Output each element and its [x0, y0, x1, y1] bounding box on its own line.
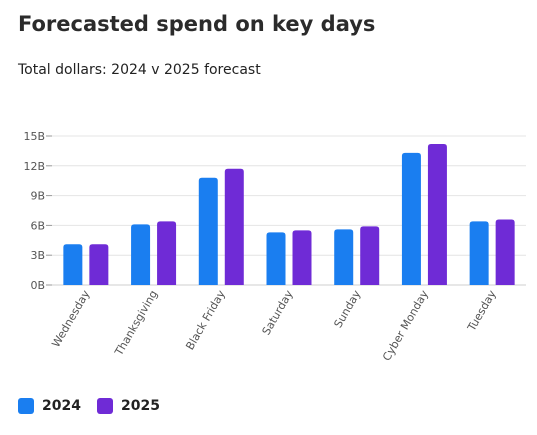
x-tick-label: Wednesday	[49, 288, 92, 350]
bar-2024-tuesday	[469, 221, 489, 285]
x-tick-label: Saturday	[260, 288, 296, 338]
bar-2025-thanksgiving	[157, 221, 177, 285]
y-tick-label: 12B	[23, 160, 45, 173]
bar-2025-saturday	[292, 230, 312, 285]
y-tick-label: 6B	[30, 219, 45, 232]
bar-2025-wednesday	[89, 244, 109, 285]
x-tick-label: Thanksgiving	[112, 288, 160, 359]
legend-swatch-2025	[96, 398, 113, 414]
chart-title: Forecasted spend on key days	[18, 12, 376, 36]
y-tick-label: 9B	[30, 190, 45, 203]
bar-2024-wednesday	[63, 244, 83, 285]
legend-label-2025: 2025	[120, 398, 160, 414]
bar-2025-sunday	[360, 226, 380, 285]
x-tick-label: Sunday	[331, 288, 363, 331]
bar-2024-saturday	[266, 232, 286, 285]
bar-2024-thanksgiving	[131, 224, 151, 285]
x-tick-label: Cyber Monday	[380, 288, 431, 364]
legend-item-2025[interactable]: 2025	[96, 398, 160, 414]
bar-2024-black-friday	[198, 177, 218, 285]
y-tick-label: 15B	[23, 130, 45, 143]
bar-2024-sunday	[334, 229, 354, 285]
chart-subtitle: Total dollars: 2024 v 2025 forecast	[18, 62, 261, 78]
y-tick-label: 0B	[30, 279, 45, 292]
y-tick-label: 3B	[30, 249, 45, 262]
legend-swatch-2024	[18, 398, 34, 414]
legend: 2024 2025	[18, 398, 176, 414]
bar-2025-black-friday	[224, 168, 244, 285]
bar-2024-cyber-monday	[401, 152, 421, 285]
bar-2025-cyber-monday	[427, 143, 447, 285]
x-tick-label: Black Friday	[183, 288, 228, 353]
x-tick-label: Tuesday	[465, 288, 499, 335]
bar-2025-tuesday	[495, 219, 515, 285]
legend-item-2024[interactable]: 2024	[18, 398, 81, 414]
legend-label-2024: 2024	[42, 398, 81, 414]
